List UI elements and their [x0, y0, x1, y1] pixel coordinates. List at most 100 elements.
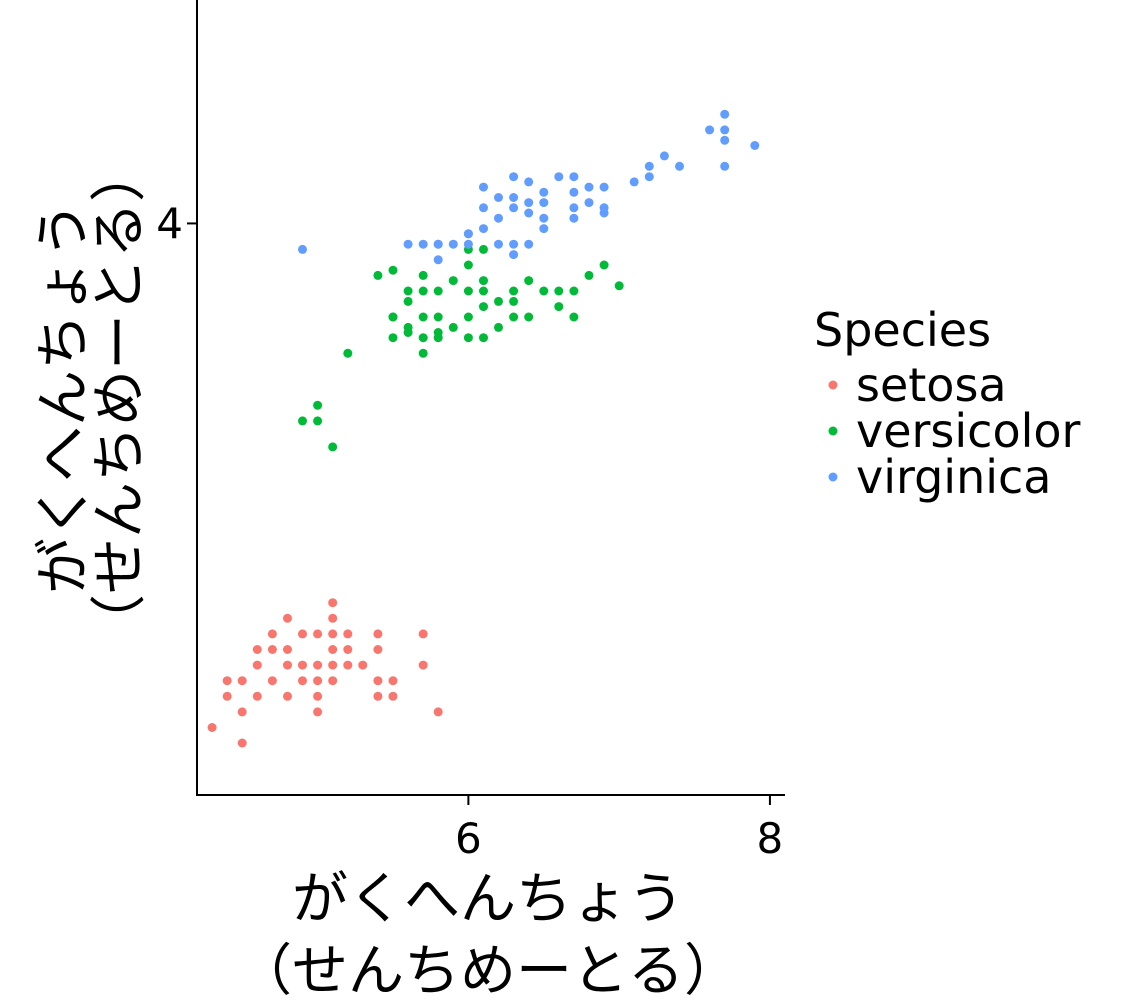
point-setosa-24 [328, 645, 338, 654]
point-virginica-39 [494, 193, 503, 202]
point-versicolor-20 [448, 276, 458, 286]
point-virginica-38 [479, 182, 488, 192]
point-virginica-23 [584, 198, 594, 208]
point-versicolor-33 [509, 286, 519, 296]
point-virginica-28 [644, 172, 654, 182]
point-versicolor-36 [539, 286, 549, 296]
point-virginica-22 [569, 172, 579, 182]
point-versicolor-41 [584, 270, 594, 280]
point-setosa-15 [298, 676, 307, 686]
point-setosa-31 [358, 660, 368, 670]
point-setosa-10 [267, 629, 277, 639]
point-virginica-41 [509, 250, 519, 260]
point-versicolor-45 [403, 328, 413, 337]
point-virginica-21 [569, 187, 579, 197]
legend-key-versicolor [828, 426, 838, 436]
point-setosa-25 [328, 629, 338, 639]
point-setosa-27 [328, 598, 338, 608]
point-versicolor-7 [388, 312, 398, 322]
point-virginica-36 [720, 161, 730, 171]
point-setosa-8 [267, 676, 277, 686]
point-versicolor-46 [418, 333, 428, 343]
point-setosa-5 [252, 691, 262, 701]
point-virginica-31 [675, 161, 684, 171]
point-versicolor-22 [463, 286, 473, 296]
point-versicolor-27 [479, 286, 488, 296]
point-setosa-26 [328, 613, 338, 623]
point-versicolor-43 [614, 281, 624, 291]
point-versicolor-11 [403, 286, 413, 296]
point-virginica-40 [463, 239, 473, 249]
point-virginica-35 [720, 109, 730, 119]
point-virginica-20 [569, 203, 579, 213]
point-versicolor-26 [479, 302, 488, 312]
y-axis-title-line-2: （せんちめーとる） [88, 146, 153, 650]
point-virginica-8 [479, 203, 488, 213]
point-versicolor-34 [524, 312, 534, 322]
point-versicolor-38 [554, 286, 564, 296]
point-setosa-42 [373, 691, 383, 701]
point-versicolor-39 [569, 312, 579, 322]
point-virginica-18 [539, 187, 549, 197]
point-setosa-29 [343, 645, 353, 654]
point-virginica-48 [509, 239, 519, 249]
point-versicolor-13 [418, 312, 428, 322]
point-virginica-5 [448, 239, 458, 249]
legend-label-setosa: setosa [856, 358, 1007, 412]
point-versicolor-40 [569, 286, 579, 296]
point-setosa-13 [283, 645, 292, 654]
point-versicolor-17 [433, 312, 443, 322]
point-setosa-7 [252, 645, 262, 654]
point-setosa-1 [222, 691, 232, 701]
point-versicolor-44 [388, 333, 398, 343]
point-versicolor-35 [524, 276, 534, 286]
point-virginica-1 [403, 239, 413, 249]
point-versicolor-2 [313, 400, 323, 410]
point-setosa-30 [343, 629, 353, 639]
point-setosa-38 [418, 629, 428, 639]
legend-key-setosa [828, 380, 838, 390]
point-versicolor-21 [463, 312, 473, 322]
point-virginica-34 [720, 125, 730, 135]
point-versicolor-15 [418, 270, 428, 280]
point-versicolor-30 [494, 296, 503, 306]
point-setosa-4 [237, 676, 247, 686]
point-virginica-47 [539, 224, 549, 234]
point-setosa-2 [222, 676, 232, 686]
point-virginica-10 [509, 203, 519, 213]
x-axis-title-line-1: がくへんちょう [292, 867, 684, 932]
point-versicolor-10 [403, 296, 413, 306]
point-versicolor-28 [479, 276, 488, 286]
point-versicolor-12 [418, 348, 428, 358]
point-setosa-40 [237, 738, 247, 748]
point-setosa-36 [388, 676, 398, 686]
point-setosa-9 [267, 645, 277, 654]
point-virginica-33 [720, 135, 730, 145]
point-virginica-9 [494, 213, 503, 223]
point-virginica-14 [524, 198, 534, 208]
point-versicolor-25 [479, 333, 488, 343]
point-virginica-11 [509, 193, 519, 202]
point-setosa-41 [313, 707, 323, 717]
point-setosa-35 [388, 691, 398, 701]
point-versicolor-1 [313, 416, 323, 426]
point-versicolor-37 [554, 302, 564, 312]
x-tick-label-1: 8 [757, 814, 784, 863]
point-virginica-16 [539, 213, 549, 223]
point-virginica-24 [584, 182, 594, 192]
point-setosa-28 [343, 660, 353, 670]
point-virginica-15 [524, 177, 534, 187]
legend-label-virginica: virginica [856, 450, 1052, 504]
point-virginica-45 [494, 239, 503, 249]
point-versicolor-48 [463, 333, 473, 343]
legend-label-versicolor: versicolor [856, 404, 1081, 458]
point-versicolor-42 [599, 260, 609, 270]
point-setosa-14 [283, 613, 292, 623]
point-versicolor-29 [494, 322, 503, 332]
point-setosa-12 [283, 660, 292, 670]
point-virginica-26 [599, 182, 609, 192]
point-versicolor-0 [298, 416, 307, 426]
point-versicolor-31 [509, 312, 519, 322]
point-setosa-6 [252, 660, 262, 670]
